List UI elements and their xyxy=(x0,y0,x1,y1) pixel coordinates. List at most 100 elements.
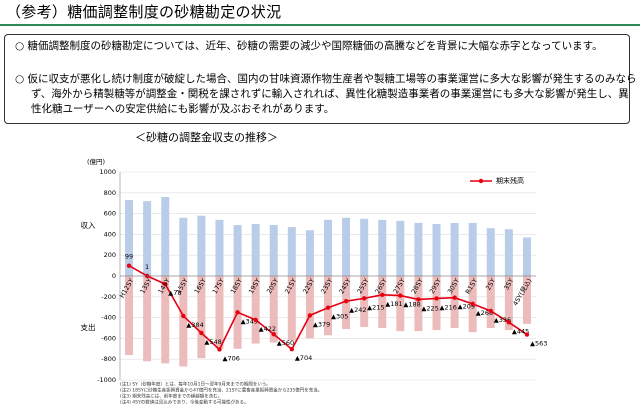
x-tick-label: R1SY xyxy=(464,277,479,296)
data-label: ▲563 xyxy=(530,340,547,348)
balance-point xyxy=(289,347,295,352)
x-tick-label: 3SY xyxy=(502,277,515,292)
balance-point xyxy=(343,298,349,304)
balance-point xyxy=(163,281,168,287)
bar xyxy=(269,225,278,276)
balance-point xyxy=(452,295,457,300)
legend-label: 期末残高 xyxy=(496,176,524,185)
chart-title: ＜砂糖の調整金収支の推移＞ xyxy=(135,130,278,144)
bar xyxy=(197,276,206,359)
y-tick-label: -800 xyxy=(101,355,116,363)
x-tick-label: 19SY xyxy=(247,277,262,295)
data-label: ▲706 xyxy=(222,354,239,362)
data-label: ▲181 xyxy=(385,300,402,308)
bullet-mark: ○ xyxy=(15,40,25,52)
bar xyxy=(522,237,531,276)
balance-point xyxy=(416,297,421,302)
data-label: ▲384 xyxy=(186,321,203,329)
x-tick-label: 13SY xyxy=(138,277,153,295)
bar xyxy=(269,276,278,343)
balance-point xyxy=(181,313,186,319)
data-label: ▲548 xyxy=(204,338,221,346)
balance-point xyxy=(126,263,132,268)
expense-label: 支出 xyxy=(81,322,96,332)
bar xyxy=(161,276,170,364)
data-label: ▲422 xyxy=(259,325,276,333)
income-label: 収入 xyxy=(81,221,96,230)
summary-box: ○ 糖価調整制度の砂糖勘定については、近年、砂糖の需要の減少や国際糖価の高騰など… xyxy=(4,34,637,124)
bullet-text: 仮に収支が悪化し続け制度が破綻した場合、国内の甘味資源作物生産者や製糖工場等の事… xyxy=(27,73,637,115)
x-tick-label: 25SY xyxy=(356,277,371,295)
footnote: (注1) SY（砂糖年度）とは、毎年10月1日～翌年9月末までの期間をいう。 xyxy=(120,381,271,388)
x-tick-label: 26SY xyxy=(374,277,389,295)
y-tick-label: 200 xyxy=(104,251,116,259)
y-tick-label: -200 xyxy=(101,293,116,301)
bar xyxy=(450,222,459,276)
bar xyxy=(432,224,441,276)
data-label: 1 xyxy=(145,263,149,271)
bullet: ○ 糖価調整制度の砂糖勘定については、近年、砂糖の需要の減少や国際糖価の高騰など… xyxy=(15,39,637,54)
balance-point xyxy=(361,296,367,301)
footnote: (注4) 4SYの数値は見込みであり、今後変動する可能性がある。 xyxy=(120,399,249,406)
balance-point xyxy=(488,308,493,314)
bar xyxy=(125,276,134,356)
bar xyxy=(125,200,134,276)
balance-point xyxy=(235,310,240,315)
bar xyxy=(324,219,332,276)
title-rule xyxy=(0,24,640,26)
x-tick-label: 16SY xyxy=(193,277,208,295)
y-tick-label: -600 xyxy=(101,334,116,342)
x-tick-label: 23SY xyxy=(319,277,334,295)
data-label: ▲78 xyxy=(168,289,181,297)
bar xyxy=(305,276,314,339)
y-tick-label: 800 xyxy=(104,189,116,197)
bar xyxy=(414,222,423,276)
bullet-text: 糖価調整制度の砂糖勘定については、近年、砂糖の需要の減少や国際糖価の高騰などを背… xyxy=(27,40,603,52)
bar xyxy=(432,276,441,331)
bar xyxy=(161,196,170,276)
data-label: ▲445 xyxy=(512,327,529,335)
bar xyxy=(486,228,495,276)
data-label: ▲379 xyxy=(313,320,330,328)
y-tick-label: -400 xyxy=(101,314,116,322)
y-tick-label: 0 xyxy=(112,272,116,280)
x-tick-label: 20SY xyxy=(265,277,280,295)
bullet: ○ 仮に収支が悪化し続け制度が破綻した場合、国内の甘味資源作物生産者や製糖工場等… xyxy=(15,72,637,117)
balance-point xyxy=(506,320,512,325)
x-tick-label: 24SY xyxy=(337,277,352,295)
x-tick-label: 29SY xyxy=(428,277,443,295)
balance-point xyxy=(253,317,258,323)
bullet-mark: ○ xyxy=(15,73,25,85)
data-label: 99 xyxy=(125,253,133,261)
balance-point xyxy=(271,332,276,337)
balance-point xyxy=(307,313,313,318)
bar xyxy=(305,230,314,276)
data-label: ▲215 xyxy=(367,303,384,311)
y-tick-label: 1000 xyxy=(99,168,116,176)
bar xyxy=(504,229,513,276)
bar xyxy=(504,276,513,331)
y-unit: (億円) xyxy=(87,157,105,166)
data-label: ▲216 xyxy=(440,303,457,311)
page-title: （参考）糖価調整制度の砂糖勘定の状況 xyxy=(6,3,282,21)
x-tick-label: 30SY xyxy=(446,277,461,295)
bar xyxy=(197,215,206,276)
x-tick-label: 22SY xyxy=(301,277,316,295)
x-tick-label: 21SY xyxy=(283,277,298,295)
bar xyxy=(522,276,531,324)
bar xyxy=(143,201,152,276)
x-tick-label: 18SY xyxy=(229,277,244,295)
bar xyxy=(360,276,369,327)
balance-point xyxy=(524,332,530,337)
balance-point xyxy=(199,330,204,336)
bar xyxy=(396,220,405,276)
x-tick-label: 15SY xyxy=(175,277,190,295)
x-tick-label: 17SY xyxy=(211,277,226,295)
data-label: ▲560 xyxy=(277,339,294,347)
bar xyxy=(342,217,351,276)
footnote: (注2) 18SYに砂糖生産振興資金から47億円を充当、21SYに農畜産業振興資… xyxy=(120,387,322,394)
x-tick-label: 28SY xyxy=(410,277,425,295)
bar xyxy=(450,276,459,328)
